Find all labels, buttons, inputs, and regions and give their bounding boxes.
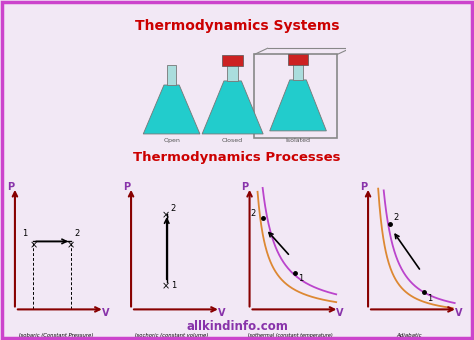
Text: 1: 1 [171, 280, 176, 290]
Text: Thermodynamics Systems: Thermodynamics Systems [135, 19, 339, 33]
Text: Adiabatic: Adiabatic [396, 333, 422, 338]
Bar [255, 54, 337, 138]
Text: V: V [336, 308, 344, 318]
Text: 2: 2 [251, 208, 256, 218]
Text: 1: 1 [22, 229, 27, 238]
Text: Closed: Closed [222, 138, 243, 143]
Text: Thermodynamics Processes: Thermodynamics Processes [133, 151, 341, 164]
Text: 2: 2 [74, 229, 79, 238]
Text: P: P [360, 182, 367, 192]
Text: ×: × [67, 240, 75, 250]
Text: P: P [241, 182, 248, 192]
Polygon shape [270, 80, 327, 131]
Text: P: P [7, 182, 14, 192]
Polygon shape [143, 85, 200, 134]
Text: Isolated: Isolated [285, 138, 310, 143]
Bar [222, 55, 243, 66]
Text: ×: × [29, 240, 37, 250]
Text: Isobaric (Constant Pressure): Isobaric (Constant Pressure) [18, 333, 93, 338]
Text: 2: 2 [171, 204, 176, 214]
Text: V: V [455, 308, 462, 318]
Text: Open: Open [163, 138, 180, 143]
Text: P: P [123, 182, 130, 192]
Bar [293, 62, 303, 80]
Text: allkindinfo.com: allkindinfo.com [186, 320, 288, 333]
Text: 1: 1 [299, 274, 304, 283]
Text: Isothermal (constant temperature): Isothermal (constant temperature) [248, 333, 333, 338]
Text: ×: × [162, 281, 170, 291]
Text: 1: 1 [427, 294, 432, 303]
Text: V: V [101, 308, 109, 318]
Text: Isochoric (constant volume): Isochoric (constant volume) [135, 333, 209, 338]
Polygon shape [202, 81, 263, 134]
Text: ×: × [162, 210, 170, 220]
Bar [288, 54, 308, 65]
Text: V: V [218, 308, 225, 318]
Text: 2: 2 [393, 212, 399, 222]
Bar [228, 63, 238, 81]
Bar [167, 65, 176, 85]
